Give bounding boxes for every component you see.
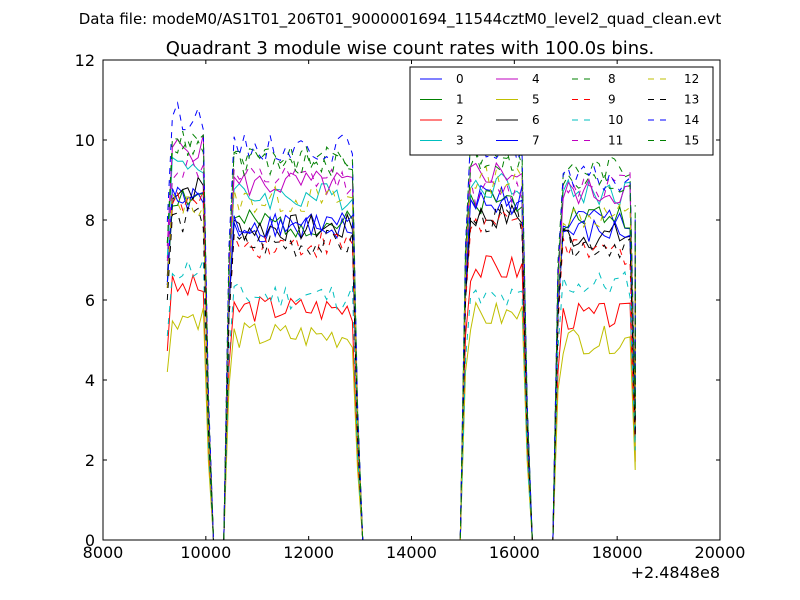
- legend-label-9: 9: [608, 93, 616, 107]
- x-tick-label-1: 10000: [180, 543, 231, 562]
- legend-label-8: 8: [608, 72, 616, 86]
- x-tick-label-4: 16000: [489, 543, 540, 562]
- legend-label-10: 10: [608, 113, 623, 127]
- series-line-9: [166, 189, 636, 541]
- legend-label-12: 12: [684, 72, 699, 86]
- chart-title: Quadrant 3 module wise count rates with …: [166, 38, 655, 59]
- y-tick-label-0: 0: [85, 531, 95, 550]
- legend-label-1: 1: [456, 93, 464, 107]
- axis-ticks: 8000 10000 12000 14000 16000 18000 20000 0 2 4 6 8 1…: [75, 51, 746, 562]
- legend-label-14: 14: [684, 113, 699, 127]
- legend-label-15: 15: [684, 134, 699, 148]
- series-line-14: [166, 101, 636, 541]
- x-tick-label-6: 20000: [695, 543, 746, 562]
- series-line-13: [166, 204, 636, 541]
- y-tick-label-4: 8: [85, 211, 95, 230]
- series-line-8: [166, 137, 636, 541]
- legend-label-11: 11: [608, 134, 623, 148]
- x-tick-label-2: 12000: [283, 543, 334, 562]
- y-tick-label-3: 6: [85, 291, 95, 310]
- legend-label-6: 6: [532, 113, 540, 127]
- legend-label-13: 13: [684, 93, 699, 107]
- x-offset-label: +2.4848e8: [631, 563, 720, 582]
- x-tick-label-0: 8000: [83, 543, 124, 562]
- legend-label-2: 2: [456, 113, 464, 127]
- legend-label-3: 3: [456, 134, 464, 148]
- y-tick-label-5: 10: [75, 131, 95, 150]
- y-tick-label-1: 2: [85, 451, 95, 470]
- x-tick-label-3: 14000: [386, 543, 437, 562]
- y-tick-label-6: 12: [75, 51, 95, 70]
- suptitle: Data file: modeM0/AS1T01_206T01_90000016…: [79, 10, 722, 29]
- x-tick-label-5: 18000: [592, 543, 643, 562]
- legend-label-4: 4: [532, 72, 540, 86]
- legend-label-5: 5: [532, 93, 540, 107]
- legend-label-7: 7: [532, 134, 540, 148]
- y-tick-label-2: 4: [85, 371, 95, 390]
- legend-label-0: 0: [456, 72, 464, 86]
